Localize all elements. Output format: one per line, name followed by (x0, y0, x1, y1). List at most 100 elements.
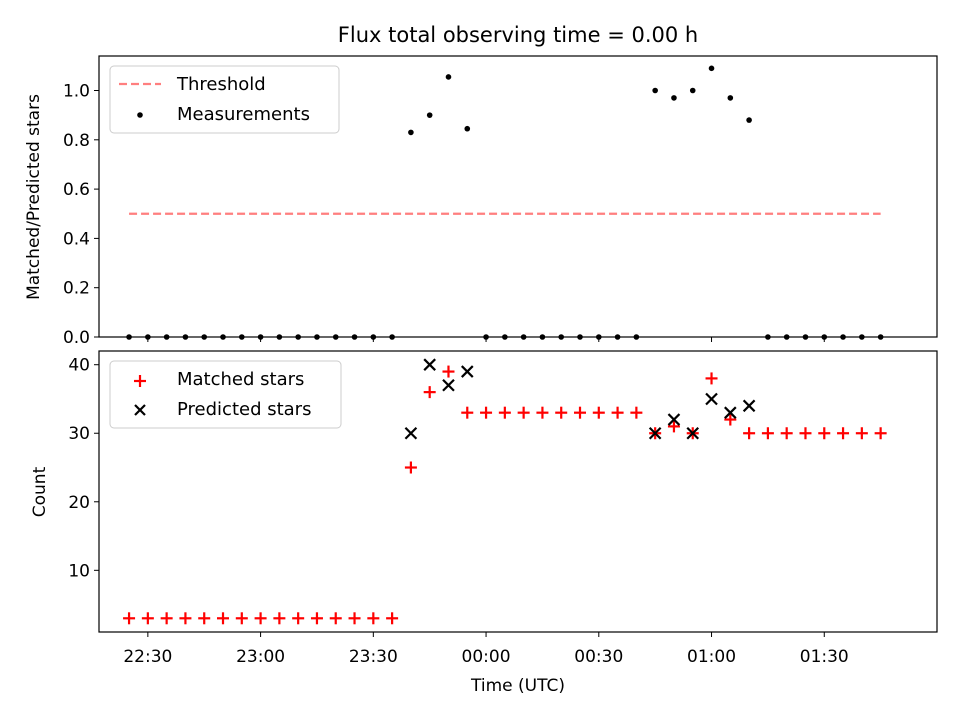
x-tick-label: 00:00 (462, 647, 511, 667)
count-panel: Count Time (UTC) 10 20 30 40 22:30 23:00 23:3… (30, 350, 938, 696)
y-tick-label: 0.8 (63, 131, 90, 151)
matched-star-point (235, 612, 248, 625)
matched-star-point (555, 406, 568, 419)
bottom-legend-box (109, 360, 342, 429)
x-b (724, 406, 737, 419)
top-y-ticks: 0.0 0.2 0.4 0.6 0.8 1.0 (63, 82, 99, 348)
matched-star-point (574, 406, 587, 419)
predicted-star-point (667, 413, 681, 426)
matched-star-point (837, 427, 850, 440)
matched-star-point (179, 612, 192, 625)
matched-star-point (442, 365, 455, 378)
matched-star-point (367, 612, 380, 625)
y-tick-label: 0.2 (63, 279, 90, 299)
y-tick-label: 20 (68, 493, 90, 513)
matched-star-point (705, 372, 718, 385)
matched-star-point (780, 427, 793, 440)
matched-star-point (667, 420, 680, 433)
legend-measurements-swatch (137, 112, 143, 118)
bottom-axes-frame (98, 350, 938, 633)
y-tick-label: 0.4 (63, 229, 90, 249)
x-b (460, 365, 474, 378)
predicted-star-point (724, 406, 737, 419)
predicted-star-point (442, 378, 455, 392)
top-legend-box (109, 65, 340, 134)
matched-star-point (818, 427, 831, 440)
matched-star-point (123, 612, 136, 625)
legend-threshold-label: Threshold (176, 74, 266, 95)
legend-matched-label: Matched stars (177, 369, 304, 390)
matched-star-point (386, 612, 399, 625)
matched-star-point (254, 612, 267, 625)
matched-star-point (292, 612, 305, 625)
matched-star-point (141, 612, 154, 625)
x-tick-label: 01:30 (800, 647, 849, 667)
matched-star-point (217, 612, 230, 625)
matched-star-point (404, 461, 417, 474)
predicted-star-point (648, 426, 662, 440)
bottom-plot-area (123, 358, 887, 625)
measurement-point (408, 129, 414, 136)
y-tick-label: 40 (68, 356, 90, 376)
matched-star-point (799, 427, 812, 440)
x-tick-label: 01:00 (687, 647, 736, 667)
predicted-star-point (404, 426, 418, 440)
matched-star-point (743, 427, 756, 440)
legend-measurements-label: Measurements (177, 104, 310, 125)
matched-star-point (517, 406, 530, 419)
measurement-point (464, 125, 471, 132)
matched-star-point (592, 406, 605, 419)
measurement-point (689, 87, 696, 94)
x-b (742, 399, 756, 413)
y-tick-label: 0.0 (63, 328, 90, 348)
y-tick-label: 30 (68, 424, 90, 444)
bottom-y-ticks: 10 20 30 40 (68, 356, 99, 581)
matched-star-point (160, 612, 173, 625)
x-tick-label: 23:00 (236, 647, 285, 667)
matched-star-point (724, 413, 737, 426)
matched-star-point (310, 612, 323, 625)
chart-title: Flux total observing time = 0.00 h (338, 23, 698, 47)
matched-star-point (761, 427, 774, 440)
y-tick-label: 10 (68, 561, 90, 581)
measurement-point (727, 95, 734, 101)
x-b (686, 426, 700, 440)
bottom-legend: Matched stars Predicted stars (109, 360, 342, 429)
matched-star-point (480, 406, 493, 419)
predicted-star-point (686, 426, 700, 440)
top-plot-area (126, 65, 884, 340)
predicted-star-point (460, 365, 474, 378)
y-tick-label: 0.6 (63, 180, 90, 200)
measurement-point (652, 87, 658, 94)
top-y-axis-label: Matched/Predicted stars (24, 94, 44, 300)
matched-star-point (611, 406, 624, 419)
bottom-x-ticks: 22:30 23:00 23:30 00:00 00:30 01:00 01:30 (123, 632, 849, 667)
legend-predicted-swatch (134, 404, 146, 416)
measurement-point (671, 95, 677, 101)
x-b (705, 392, 718, 406)
measurement-point (746, 117, 752, 123)
matched-star-point (423, 386, 436, 399)
x-axis-label: Time (UTC) (470, 676, 565, 696)
matched-star-point (273, 612, 286, 625)
matched-star-point (536, 406, 549, 419)
predicted-star-point (705, 392, 718, 406)
x-tick-label: 22:30 (123, 647, 172, 667)
matched-star-point (630, 406, 643, 419)
matched-star-point (198, 612, 211, 625)
measurement-point (708, 65, 715, 72)
top-legend: Threshold Measurements (109, 65, 340, 134)
x-b (404, 426, 418, 440)
x-b (648, 426, 662, 440)
top-axes-frame (98, 55, 938, 338)
x-tick-label: 00:30 (574, 647, 623, 667)
ratio-panel: Flux total observing time = 0.00 h Match… (24, 23, 938, 348)
matched-star-point (855, 427, 868, 440)
predicted-star-point (742, 399, 756, 413)
matched-star-point (329, 612, 342, 625)
measurement-point (426, 112, 433, 118)
y-tick-label: 1.0 (63, 82, 90, 102)
legend-predicted-label: Predicted stars (177, 399, 311, 420)
x-b (442, 378, 455, 392)
